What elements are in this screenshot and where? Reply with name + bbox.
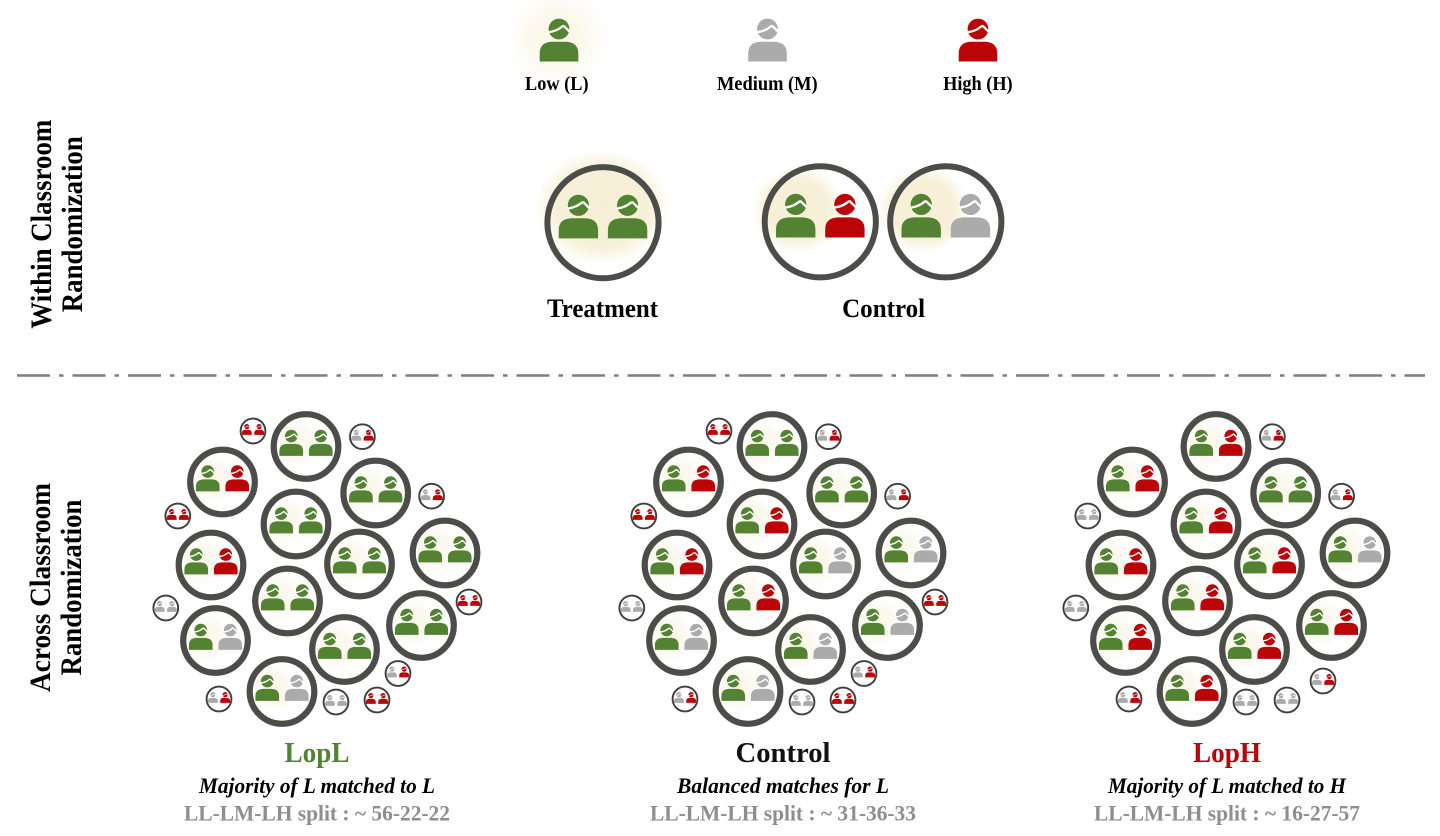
- svg-text:Treatment: Treatment: [547, 293, 658, 323]
- svg-text:Medium (M): Medium (M): [717, 73, 818, 95]
- svg-text:LopH: LopH: [1193, 737, 1261, 769]
- svg-text:Control: Control: [736, 737, 831, 769]
- svg-text:Low (L): Low (L): [525, 73, 589, 95]
- svg-text:Balanced matches for L: Balanced matches for L: [676, 773, 889, 798]
- svg-text:Control: Control: [842, 293, 925, 323]
- svg-text:LL-LM-LH split : ~ 16-27-57: LL-LM-LH split : ~ 16-27-57: [1094, 801, 1360, 826]
- svg-text:LL-LM-LH split : ~ 56-22-22: LL-LM-LH split : ~ 56-22-22: [184, 801, 450, 826]
- svg-text:Across ClassroomRandomization: Across ClassroomRandomization: [25, 483, 88, 692]
- svg-text:LL-LM-LH split : ~ 31-36-33: LL-LM-LH split : ~ 31-36-33: [650, 801, 916, 826]
- svg-text:High (H): High (H): [943, 73, 1013, 95]
- svg-text:Majority of L matched to L: Majority of L matched to L: [198, 773, 435, 798]
- svg-text:Within ClassroomRandomization: Within ClassroomRandomization: [26, 119, 89, 328]
- svg-text:Majority of L matched to H: Majority of L matched to H: [1107, 773, 1347, 798]
- svg-text:LopL: LopL: [285, 737, 350, 769]
